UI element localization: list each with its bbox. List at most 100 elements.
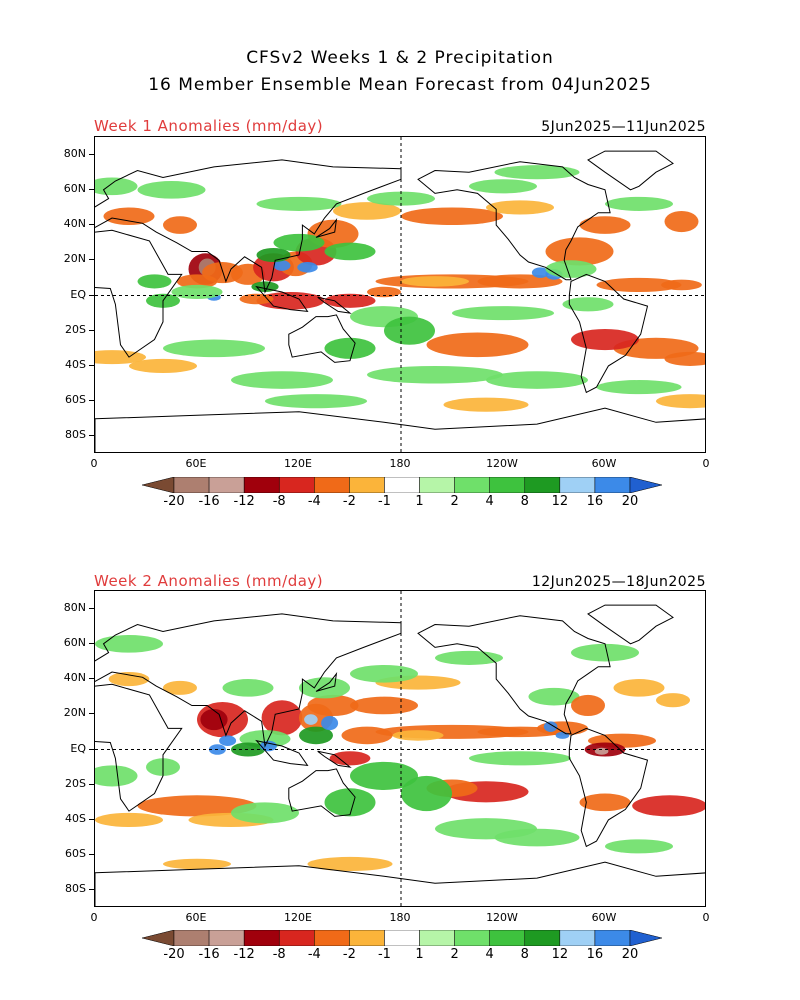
week2-dates: 12Jun2025—18Jun2025 [531,574,706,590]
lat-label: 80N [63,600,86,614]
colorbar-label: 4 [485,494,494,509]
lon-label: 120W [486,457,518,470]
colorbar-label: -1 [377,947,391,962]
anomaly-contour [350,696,418,715]
week1-colorbar [142,477,662,493]
colorbar-swatch [243,477,280,493]
coastline [417,615,611,735]
anomaly-contour [95,765,138,787]
lat-label: 60N [63,635,86,649]
colorbar-arrow-right [629,477,662,493]
anomaly-contour [594,747,609,755]
colorbar-swatch [559,930,596,946]
coastline [288,768,356,817]
anomaly-contour [477,274,563,289]
coastline [95,683,183,812]
precip-anomaly-field [95,137,705,452]
anomaly-contour [384,316,435,345]
lat-label: 80S [65,882,86,896]
anomaly-contour [256,196,342,211]
lat-tick [89,889,94,891]
colorbar-label: 8 [520,947,529,962]
anomaly-contour [273,260,291,271]
anomaly-contour [103,207,155,226]
lat-label: 60S [65,847,86,861]
colorbar-label: -20 [163,494,185,509]
week2-colorbar [142,930,662,946]
anomaly-contour [664,351,705,366]
anomaly-contour [545,260,597,278]
lat-tick [89,400,94,402]
colorbar-swatch [489,930,526,946]
anomaly-contour [329,751,371,766]
coastline [587,150,674,191]
lat-label: 20N [63,706,86,720]
anomaly-contour [605,839,673,854]
precip-anomaly-field [95,591,705,906]
coastline [568,727,649,848]
anomaly-contour [494,828,580,847]
lon-label: 60E [185,911,207,924]
colorbar-label: 20 [621,494,639,509]
coastline [95,407,705,452]
colorbar-label: -16 [198,494,220,509]
anomaly-contour [324,788,376,817]
lat-label: 80N [63,146,86,160]
lat-tick [89,329,94,331]
anomaly-contour [562,297,614,312]
anomaly-contour [401,775,452,812]
lat-tick [89,748,94,750]
lon-label: 120E [284,911,312,924]
lat-tick [89,607,94,609]
lon-label: 120E [284,457,312,470]
anomaly-contour [200,708,228,731]
anomaly-contour [613,679,665,697]
anomaly-contour [494,165,580,180]
lat-tick [89,259,94,261]
lon-label: 60W [591,457,617,470]
colorbar-swatch [349,930,385,946]
coastline [315,218,338,238]
colorbar-label: 12 [551,947,569,962]
colorbar-arrow-left [142,930,175,946]
colorbar-swatch [594,930,631,946]
colorbar-swatch [524,477,561,493]
anomaly-contour [324,337,376,359]
anomaly-contour [304,714,318,725]
anomaly-contour [219,735,237,746]
anomaly-contour [392,730,444,741]
anomaly-contour [486,200,554,215]
anomaly-contour [222,679,274,697]
lat-label: EQ [70,287,86,301]
anomaly-contour [163,216,197,234]
lon-label: 0 [90,911,98,924]
coastline [288,314,356,363]
anomaly-contour [299,726,333,745]
anomaly-contour [632,795,705,817]
lat-tick [89,642,94,644]
lon-label: 0 [702,457,710,470]
lat-label: 20S [65,776,86,790]
colorbar-label: -8 [272,494,286,509]
anomaly-contour [486,371,588,389]
colorbar-swatch [419,477,455,493]
anomaly-contour [129,358,197,373]
title-line-1: CFSv2 Weeks 1 & 2 Precipitation [246,48,554,68]
anomaly-contour [297,262,318,273]
anomaly-contour [661,279,702,291]
anomaly-contour [163,339,265,358]
colorbar-swatch [454,477,490,493]
anomaly-contour [307,856,393,872]
lat-tick [89,435,94,437]
coastline [255,285,309,313]
anomaly-contour [571,643,639,662]
colorbar-label: -4 [307,947,321,962]
anomaly-contour [341,726,393,745]
lat-label: 20N [63,252,86,266]
anomaly-contour [137,795,257,817]
colorbar-swatch [208,930,245,946]
anomaly-contour [273,233,325,252]
anomaly-contour [545,237,614,266]
colorbar-swatch [524,930,561,946]
lon-label: 180 [389,457,411,470]
